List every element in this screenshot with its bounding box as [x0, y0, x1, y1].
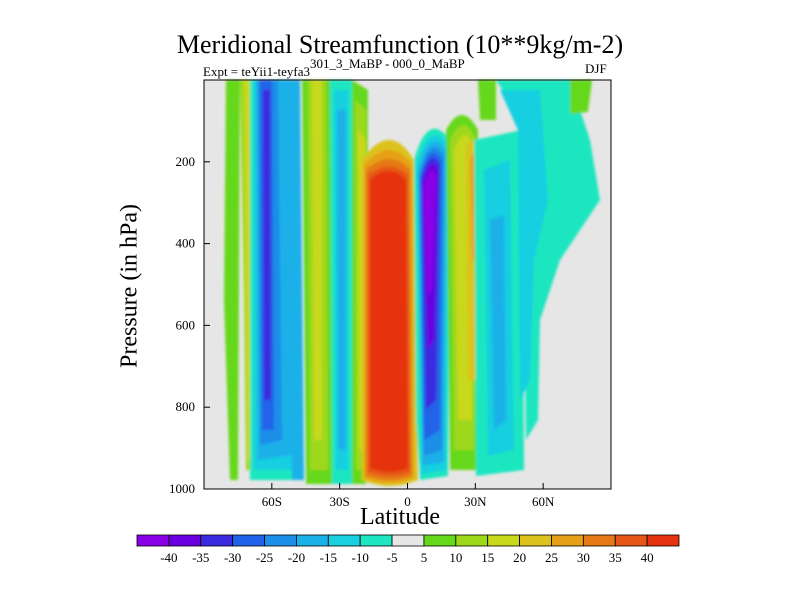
- colorbar-box: [232, 534, 265, 547]
- y-axis-ticks: 200 400 600 800 1000: [169, 154, 210, 496]
- colorbar-box: [359, 534, 393, 547]
- colorbar-boxes: [136, 534, 680, 547]
- contour-fill: [496, 80, 600, 440]
- contour-fill: [288, 80, 304, 480]
- contour-fill: [224, 80, 240, 480]
- colorbar-box: [264, 534, 297, 547]
- x-tick-label: 0: [404, 494, 411, 509]
- y-tick-label: 200: [176, 154, 196, 169]
- colorbar-box: [487, 534, 520, 547]
- colorbar-box: [200, 534, 234, 547]
- colorbar-label: -5: [387, 550, 398, 565]
- y-tick-label: 600: [176, 317, 196, 332]
- colorbar-box: [391, 534, 425, 547]
- y-tick-label: 400: [176, 236, 196, 251]
- contour-fill: [500, 90, 548, 400]
- colorbar-box: [519, 534, 552, 547]
- colorbar-label: 5: [421, 550, 428, 565]
- colorbar-label: -30: [224, 550, 241, 565]
- colorbar-label: -25: [256, 550, 273, 565]
- colorbar-box: [582, 534, 616, 547]
- experiment-name: Expt = teYii1-teyfa3: [203, 64, 310, 79]
- contour-fill: [263, 90, 271, 400]
- colorbar-label: 10: [449, 550, 462, 565]
- colorbar-box: [646, 534, 680, 547]
- season-label: DJF: [585, 61, 607, 76]
- colorbar-box: [614, 534, 648, 547]
- colorbar-box: [455, 534, 489, 547]
- x-tick-label: 60N: [532, 494, 555, 509]
- x-axis-ticks: 60S 30S 0 30N 60N: [262, 483, 555, 509]
- colorbar-label: 40: [641, 550, 654, 565]
- colorbar-label: 20: [513, 550, 526, 565]
- colorbar-box: [136, 534, 170, 547]
- colorbar-label: -15: [320, 550, 337, 565]
- colorbar-labels: -40 -35 -30 -25 -20 -15 -10 -5 5 10 15 20 25 30 35 40: [160, 550, 653, 565]
- y-tick-label: 1000: [169, 481, 195, 496]
- contour-fill: [570, 80, 592, 114]
- contour-fill: [370, 171, 408, 472]
- y-tick-label: 800: [176, 399, 196, 414]
- contour-fill: [312, 80, 322, 440]
- x-tick-label: 60S: [262, 494, 282, 509]
- colorbar-box: [296, 534, 329, 547]
- colorbar-label: 30: [577, 550, 590, 565]
- colorbar-label: 15: [481, 550, 494, 565]
- x-axis-label: Latitude: [360, 504, 440, 530]
- colorbar-box: [327, 534, 361, 547]
- colorbar-label: 25: [545, 550, 558, 565]
- colorbar-box: [423, 534, 457, 547]
- experiment-period: 301_3_MaBP - 000_0_MaBP: [309, 56, 465, 71]
- colorbar-label: 35: [609, 550, 622, 565]
- contour-fill: [423, 170, 436, 295]
- experiment-label: Expt = teYii1-teyfa3301_3_MaBP - 000_0_M…: [203, 56, 465, 80]
- colorbar-label: -10: [352, 550, 369, 565]
- colorbar-box: [168, 534, 202, 547]
- x-tick-label: 30S: [330, 494, 350, 509]
- contour-fill: [490, 215, 506, 430]
- colorbar-label: -20: [288, 550, 305, 565]
- x-tick-label: 30N: [464, 494, 487, 509]
- chart-title: Meridional Streamfunction (10**9kg/m-2): [176, 30, 624, 59]
- contour-fill: [478, 80, 496, 120]
- colorbar-label: -35: [192, 550, 209, 565]
- colorbar-box: [551, 534, 584, 547]
- contour-fill: [337, 110, 346, 450]
- colorbar-label: -40: [160, 550, 177, 565]
- contour-fills: [224, 80, 600, 486]
